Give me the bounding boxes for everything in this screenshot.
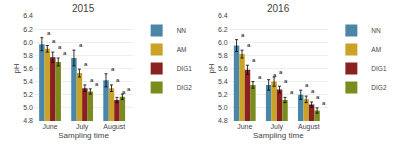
svg-text:6.2: 6.2: [23, 26, 33, 33]
svg-text:NN: NN: [177, 27, 187, 34]
svg-text:5.4: 5.4: [23, 78, 33, 85]
svg-text:4.8: 4.8: [218, 117, 228, 124]
svg-text:a: a: [63, 50, 67, 56]
svg-text:a: a: [84, 61, 88, 67]
svg-text:a: a: [284, 78, 288, 84]
svg-text:pH: pH: [207, 63, 216, 73]
svg-text:a: a: [90, 77, 94, 83]
svg-text:a: a: [241, 32, 245, 38]
svg-text:5.2: 5.2: [23, 91, 33, 98]
svg-text:5.0: 5.0: [218, 104, 228, 111]
svg-text:a: a: [279, 69, 283, 75]
svg-text:2016: 2016: [267, 3, 290, 14]
svg-text:June: June: [237, 123, 252, 130]
svg-text:6.0: 6.0: [218, 39, 228, 46]
svg-text:DIG1: DIG1: [371, 65, 387, 72]
svg-text:2015: 2015: [72, 3, 95, 14]
svg-text:6.4: 6.4: [23, 12, 33, 19]
svg-text:5.6: 5.6: [23, 65, 33, 72]
svg-text:a: a: [316, 94, 320, 100]
svg-text:a: a: [311, 88, 315, 94]
svg-text:a: a: [122, 89, 126, 95]
svg-text:a: a: [111, 66, 115, 72]
svg-text:a: a: [58, 44, 62, 50]
svg-text:July: July: [76, 123, 89, 131]
svg-text:a: a: [95, 81, 99, 87]
svg-text:pH: pH: [12, 63, 21, 73]
svg-text:August: August: [298, 123, 320, 131]
svg-text:5.8: 5.8: [23, 52, 33, 59]
svg-text:a: a: [52, 38, 56, 44]
svg-text:DIG2: DIG2: [371, 84, 387, 91]
svg-text:a: a: [252, 57, 256, 63]
svg-text:a: a: [247, 42, 251, 48]
svg-text:a: a: [258, 74, 262, 80]
svg-text:5.2: 5.2: [218, 91, 228, 98]
svg-text:a: a: [322, 100, 326, 106]
svg-text:a: a: [47, 30, 51, 36]
svg-text:5.6: 5.6: [218, 65, 228, 72]
svg-text:a: a: [290, 89, 294, 95]
svg-text:5.4: 5.4: [218, 78, 228, 85]
svg-text:a: a: [273, 72, 277, 78]
svg-text:6.4: 6.4: [218, 12, 228, 19]
svg-text:June: June: [42, 123, 57, 130]
svg-text:a: a: [305, 82, 309, 88]
svg-text:AM: AM: [371, 46, 381, 53]
svg-text:a: a: [127, 86, 131, 92]
svg-text:5.0: 5.0: [23, 104, 33, 111]
svg-text:6.2: 6.2: [218, 26, 228, 33]
svg-text:DIG1: DIG1: [177, 65, 193, 72]
svg-text:6.0: 6.0: [23, 39, 33, 46]
svg-text:4.8: 4.8: [23, 117, 33, 124]
svg-text:Sampling time: Sampling time: [58, 131, 109, 140]
svg-text:AM: AM: [177, 46, 187, 53]
svg-text:Sampling time: Sampling time: [253, 131, 304, 140]
svg-text:July: July: [271, 123, 284, 131]
svg-text:DIG2: DIG2: [177, 84, 193, 91]
svg-text:a: a: [116, 77, 120, 83]
svg-text:5.8: 5.8: [218, 52, 228, 59]
svg-text:August: August: [103, 123, 125, 131]
svg-text:a: a: [79, 42, 83, 48]
svg-text:NN: NN: [371, 27, 381, 34]
